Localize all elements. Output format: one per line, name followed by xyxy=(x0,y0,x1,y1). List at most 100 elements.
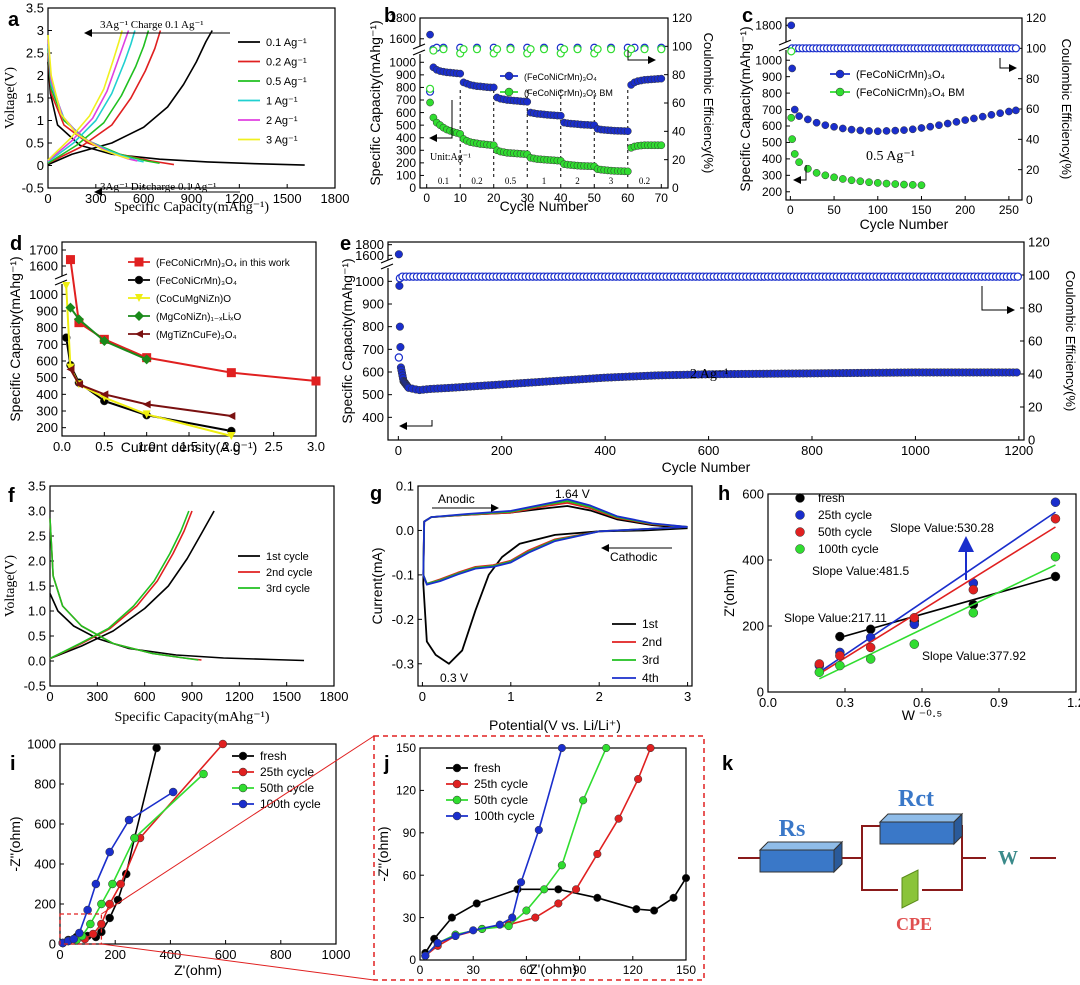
legend-label: 25th cycle xyxy=(818,508,872,522)
capacity-point xyxy=(795,112,803,120)
data-point xyxy=(69,934,79,944)
y-tick-label: 700 xyxy=(362,342,384,357)
capacity-point xyxy=(821,171,830,180)
panel-letter: h xyxy=(718,483,730,505)
axis-pointer xyxy=(429,100,453,142)
y-tick-label: 0.1 xyxy=(396,479,414,494)
plot-frame-e xyxy=(387,241,1025,441)
legend-label: 0.5 Ag⁻¹ xyxy=(266,76,307,88)
legend-label: (CoCuMgNiZn)O xyxy=(156,294,231,305)
x-tick-label: 200 xyxy=(104,947,126,962)
capacity-point xyxy=(1012,106,1020,115)
y-tick-label: 1600 xyxy=(355,248,384,263)
y-tick-label: 1.0 xyxy=(28,604,46,619)
legend-marker xyxy=(238,767,248,777)
y2-tick-label: 120 xyxy=(1028,235,1050,250)
ce-point xyxy=(640,45,649,54)
slope-label: Slope Value:377.92 xyxy=(922,649,1026,663)
capacity-point xyxy=(556,111,565,120)
y2-axis-label: Coulombic Efficiency(%) xyxy=(1063,271,1078,412)
y-tick-label: 700 xyxy=(762,103,782,117)
x-tick-label: 2.0 xyxy=(222,439,240,454)
x-tick-label: 1000 xyxy=(901,443,930,458)
legend-label: 2 Ag⁻¹ xyxy=(266,115,298,127)
y-tick-label: 400 xyxy=(742,553,764,568)
legend-marker xyxy=(134,311,144,321)
data-point xyxy=(517,878,526,887)
axis-break-mark xyxy=(380,263,394,270)
data-point xyxy=(62,282,71,290)
data-point xyxy=(593,893,602,902)
y-tick-label: 0 xyxy=(409,953,416,967)
legend-marker xyxy=(135,294,143,302)
x-tick-label: 50 xyxy=(588,191,602,205)
ce-point xyxy=(657,45,666,54)
panel-letter: g xyxy=(370,483,382,505)
legend-label: fresh xyxy=(260,749,287,763)
rate-label: 2 xyxy=(575,176,580,186)
capacity-point xyxy=(917,181,926,190)
y-tick-label: 2.0 xyxy=(28,554,46,569)
capacity-point xyxy=(970,114,978,123)
data-point xyxy=(75,928,84,938)
legend-label: fresh xyxy=(818,491,845,505)
x-tick-label: 0.5 xyxy=(95,439,113,454)
data-point xyxy=(531,913,540,922)
y-tick-label: 2.5 xyxy=(26,46,44,61)
data-point xyxy=(108,879,117,889)
x-tick-label: 0 xyxy=(423,191,430,205)
y2-tick-label: 120 xyxy=(672,11,692,25)
fit-line xyxy=(818,564,1056,680)
data-point xyxy=(74,380,83,389)
legend-label: 1st cycle xyxy=(266,551,309,563)
x-tick-label: 800 xyxy=(270,947,292,962)
x-tick-label: 70 xyxy=(655,191,669,205)
panel-letter: c xyxy=(742,5,753,27)
legend-marker xyxy=(835,69,845,79)
y-tick-label: 1000 xyxy=(27,737,56,752)
y-tick-label: 900 xyxy=(362,297,384,312)
y-tick-label: 0.0 xyxy=(28,654,46,669)
data-point xyxy=(650,906,659,915)
legend-marker xyxy=(795,510,805,520)
y-tick-label: 600 xyxy=(362,365,384,380)
capacity-point xyxy=(657,74,666,83)
y2-tick-label: 40 xyxy=(1028,367,1042,382)
rate-label: 3 xyxy=(609,176,614,186)
x-tick-label: 2 xyxy=(596,689,603,704)
data-point xyxy=(835,631,845,642)
data-point xyxy=(105,913,114,923)
data-point xyxy=(218,739,228,749)
y-axis-label: -Z''(ohm) xyxy=(375,826,391,881)
x-tick-label: 10 xyxy=(454,191,468,205)
y-tick-label: 200 xyxy=(762,185,782,199)
cv-curve xyxy=(422,505,688,665)
y-tick-label: 1000 xyxy=(355,274,384,289)
y-tick-label: 200 xyxy=(742,619,764,634)
y-tick-label: 1000 xyxy=(755,53,782,67)
legend-label: (FeCoNiCrMn)₃O₄ xyxy=(856,69,946,81)
data-point xyxy=(1050,571,1061,582)
legend-marker xyxy=(134,275,144,285)
y-axis-label: Specific Capacity(mAhg⁻¹) xyxy=(367,20,383,185)
y-tick-label: 90 xyxy=(403,826,417,840)
x-tick-label: 50 xyxy=(827,203,841,217)
axis-break-mark xyxy=(380,257,394,264)
ce-point xyxy=(526,45,535,54)
legend-marker xyxy=(238,751,248,761)
y-tick-label: 600 xyxy=(34,817,56,832)
panel-j: 0 30 60 90 120 150 0 30 60 90 120 150 Z'(ohm) -Z''(oh… xyxy=(373,735,705,981)
x-tick-label: 1.0 xyxy=(138,439,156,454)
ce-point xyxy=(506,45,515,54)
charge-curve xyxy=(47,30,136,163)
data-point xyxy=(1050,551,1061,562)
y2-tick-label: 0 xyxy=(1026,193,1033,207)
x-axis-label: W ⁻⁰·⁵ xyxy=(902,707,943,723)
data-point xyxy=(451,931,460,941)
x-axis-label: Cycle Number xyxy=(500,198,589,214)
data-point xyxy=(504,922,513,931)
x-tick-label: 1800 xyxy=(321,191,350,206)
cv-curve xyxy=(422,498,688,586)
x-tick-label: 0 xyxy=(417,963,424,977)
